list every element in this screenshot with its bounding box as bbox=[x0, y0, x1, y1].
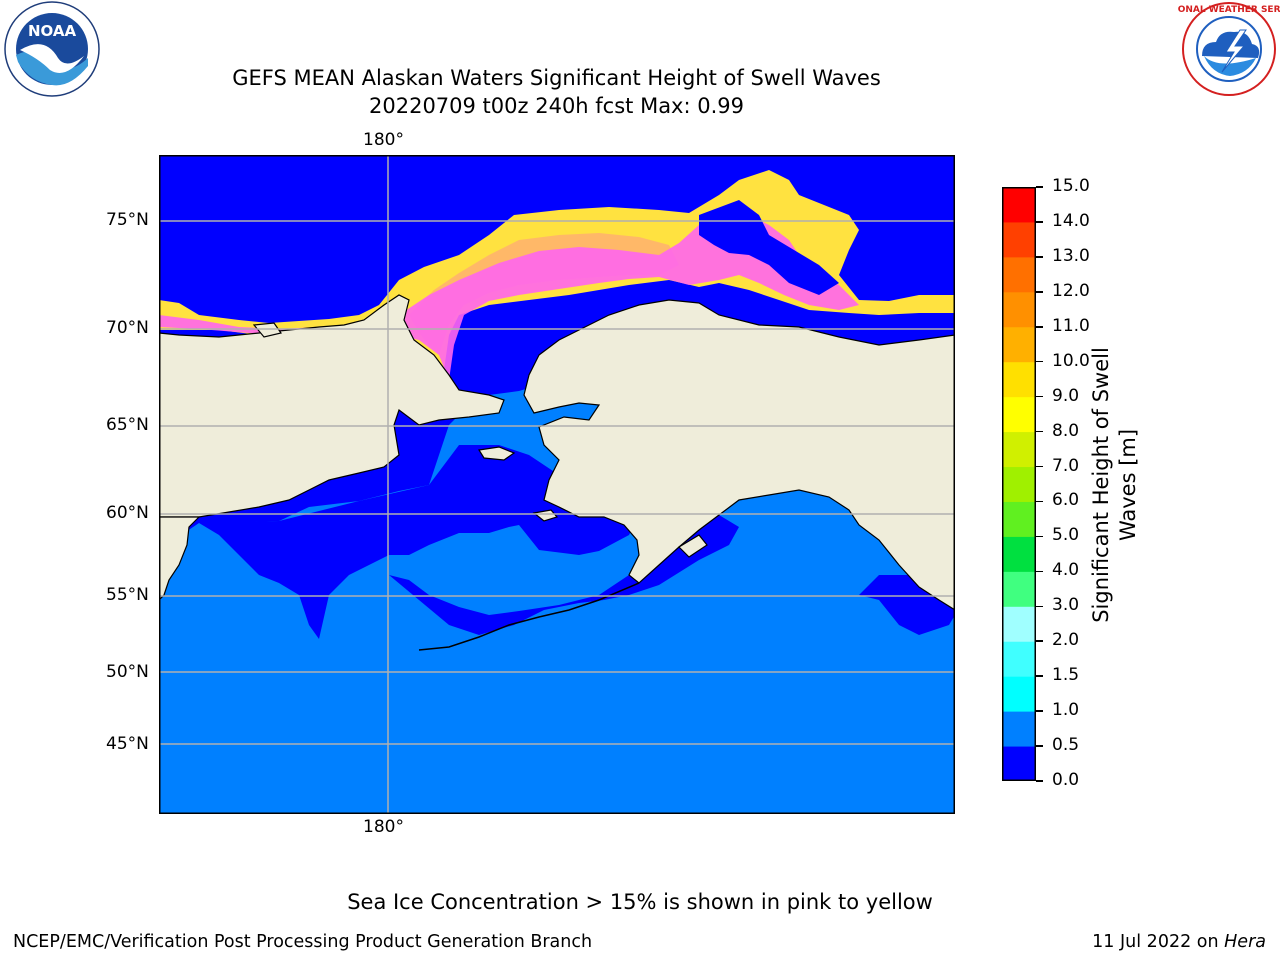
map-plot bbox=[158, 155, 956, 814]
sea-ice-note: Sea Ice Concentration > 15% is shown in … bbox=[347, 890, 933, 914]
colorbar-tick-mark bbox=[1036, 256, 1043, 258]
colorbar-segment bbox=[1002, 746, 1036, 782]
map-frame bbox=[159, 155, 955, 814]
colorbar-tick-mark bbox=[1036, 780, 1043, 782]
lat-label-45n: 45°N bbox=[106, 734, 149, 754]
chart-subtitle: 20220709 t00z 240h fcst Max: 0.99 bbox=[369, 94, 744, 118]
chart-title: GEFS MEAN Alaskan Waters Significant Hei… bbox=[232, 66, 881, 90]
colorbar-tick-label: 1.5 bbox=[1052, 665, 1080, 686]
colorbar-tick-label: 11.0 bbox=[1052, 315, 1090, 336]
colorbar-tick-label: 4.0 bbox=[1052, 560, 1080, 581]
noaa-logo: NOAA bbox=[0, 0, 106, 100]
colorbar-tick-label: 13.0 bbox=[1052, 245, 1090, 266]
colorbar-tick-label: 2.0 bbox=[1052, 630, 1080, 651]
colorbar-tick-mark bbox=[1036, 221, 1043, 223]
colorbar-segment bbox=[1002, 291, 1036, 328]
nws-logo: NATIONAL WEATHER SERVICE bbox=[1154, 0, 1280, 100]
colorbar-segment bbox=[1002, 501, 1036, 537]
colorbar-tick-label: 0.0 bbox=[1052, 770, 1080, 790]
colorbar-tick-label: 10.0 bbox=[1052, 350, 1090, 371]
sea-ice-pink bbox=[159, 215, 859, 380]
colorbar-tick-mark bbox=[1036, 570, 1043, 573]
lat-label-65n: 65°N bbox=[106, 415, 149, 435]
colorbar-tick-mark bbox=[1036, 500, 1043, 503]
colorbar-tick-label: 14.0 bbox=[1052, 210, 1090, 231]
footer-date: 11 Jul 2022 on Hera bbox=[1092, 932, 1266, 952]
colorbar-segment bbox=[1002, 431, 1036, 468]
colorbar-segment bbox=[1002, 396, 1036, 433]
colorbar-tick-label: 7.0 bbox=[1052, 455, 1080, 476]
lat-label-60n: 60°N bbox=[106, 503, 149, 523]
colorbar-segment bbox=[1002, 361, 1036, 398]
colorbar-segment bbox=[1002, 571, 1036, 607]
colorbar-tick-mark bbox=[1036, 535, 1043, 538]
colorbar-tick-label: 12.0 bbox=[1052, 280, 1090, 301]
colorbar-tick-mark bbox=[1036, 430, 1043, 433]
colorbar-svg bbox=[1002, 187, 1036, 782]
colorbar-segment bbox=[1002, 641, 1036, 677]
footer-machine: Hera bbox=[1224, 932, 1266, 952]
colorbar-tick-label: 6.0 bbox=[1052, 490, 1080, 511]
colorbar-tick-mark bbox=[1036, 465, 1043, 468]
colorbar-tick-label: 8.0 bbox=[1052, 420, 1080, 441]
footer-date-text: 11 Jul 2022 on bbox=[1092, 932, 1225, 952]
lon-label-top: 180° bbox=[363, 130, 404, 150]
land-nunivak-island bbox=[532, 509, 559, 522]
colorbar-segment bbox=[1002, 711, 1036, 747]
colorbar-tick-label: 3.0 bbox=[1052, 595, 1080, 616]
colorbar-segment bbox=[1002, 606, 1036, 642]
colorbar-tick-mark bbox=[1036, 745, 1043, 747]
lon-label-bottom: 180° bbox=[363, 817, 404, 837]
map-svg bbox=[158, 155, 956, 814]
land-kodiak-island bbox=[678, 534, 708, 558]
colorbar-tick-mark bbox=[1036, 710, 1043, 712]
colorbar-tick-label: 0.5 bbox=[1052, 735, 1080, 756]
colorbar bbox=[1002, 187, 1036, 782]
lat-label-70n: 70°N bbox=[106, 318, 149, 338]
colorbar-tick-mark bbox=[1036, 360, 1043, 363]
ice-pocket-blue bbox=[699, 200, 839, 295]
colorbar-tick-mark bbox=[1036, 186, 1043, 188]
colorbar-tick-mark bbox=[1036, 640, 1043, 642]
colorbar-segment bbox=[1002, 536, 1036, 572]
colorbar-tick-label: 5.0 bbox=[1052, 525, 1080, 546]
colorbar-segment bbox=[1002, 256, 1036, 293]
colorbar-tick-mark bbox=[1036, 395, 1043, 398]
map-grid bbox=[159, 155, 955, 814]
land-wrangel-island bbox=[252, 322, 282, 338]
land-alaska bbox=[523, 299, 956, 612]
colorbar-tick-mark bbox=[1036, 605, 1043, 608]
land-siberia bbox=[158, 294, 505, 518]
colorbar-label-line2: Waves [m] bbox=[1116, 428, 1140, 542]
colorbar-segment bbox=[1002, 326, 1036, 363]
aleutian-islands bbox=[418, 582, 640, 651]
colorbar-tick-mark bbox=[1036, 291, 1043, 293]
colorbar-segment bbox=[1002, 676, 1036, 712]
footer-branch: NCEP/EMC/Verification Post Processing Pr… bbox=[13, 932, 593, 952]
colorbar-tick-mark bbox=[1036, 675, 1043, 677]
colorbar-tick-mark bbox=[1036, 326, 1043, 328]
colorbar-segment bbox=[1002, 221, 1036, 258]
colorbar-tick-label: 1.0 bbox=[1052, 700, 1080, 721]
colorbar-segment bbox=[1002, 466, 1036, 502]
colorbar-segment bbox=[1002, 187, 1036, 223]
lat-label-75n: 75°N bbox=[106, 210, 149, 230]
bering-lower-blue bbox=[199, 445, 639, 639]
colorbar-label-line1: Significant Height of Swell bbox=[1089, 347, 1113, 623]
noaa-logo-text: NOAA bbox=[28, 22, 77, 40]
nws-ring-text: NATIONAL WEATHER SERVICE bbox=[1178, 5, 1280, 15]
colorbar-tick-label: 15.0 bbox=[1052, 176, 1090, 196]
land-st-lawrence-island bbox=[478, 446, 516, 461]
land-kamchatka bbox=[158, 516, 201, 602]
lat-label-50n: 50°N bbox=[106, 662, 149, 682]
lat-label-55n: 55°N bbox=[106, 585, 149, 605]
colorbar-frame bbox=[1002, 187, 1036, 781]
colorbar-tick-label: 9.0 bbox=[1052, 385, 1080, 406]
